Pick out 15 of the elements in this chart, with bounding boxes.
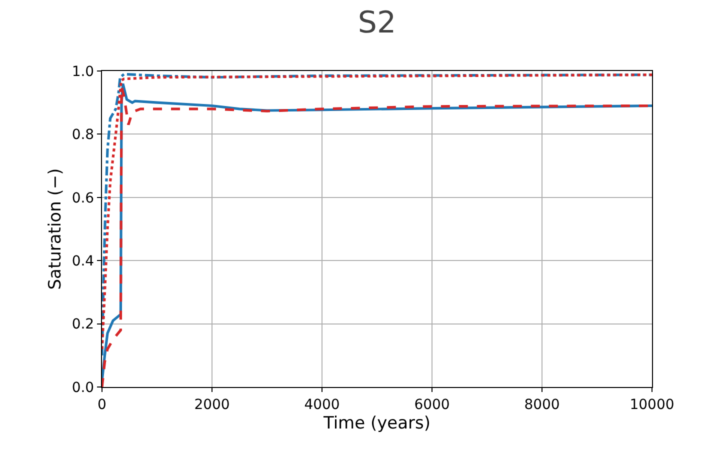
x-tick-label: 2000 [194, 396, 230, 413]
y-tick-label: 0.6 [72, 190, 94, 206]
x-tick-label: 4000 [304, 396, 340, 413]
x-tick-label: 0 [98, 396, 106, 413]
y-axis-title: Saturation (−) [45, 168, 66, 290]
x-tick-label: 8000 [524, 396, 560, 413]
y-tick-label: 0.2 [72, 316, 94, 333]
x-axis-title: Time (years) [322, 413, 431, 434]
chart-title: S2 [358, 5, 396, 40]
y-tick-label: 0.0 [72, 380, 94, 396]
y-tick-label: 0.4 [72, 254, 94, 270]
x-tick-label: 6000 [414, 396, 450, 413]
y-tick-label: 1.0 [72, 64, 94, 80]
x-tick-label: 10000 [630, 396, 674, 413]
y-tick-label: 0.8 [72, 127, 94, 144]
